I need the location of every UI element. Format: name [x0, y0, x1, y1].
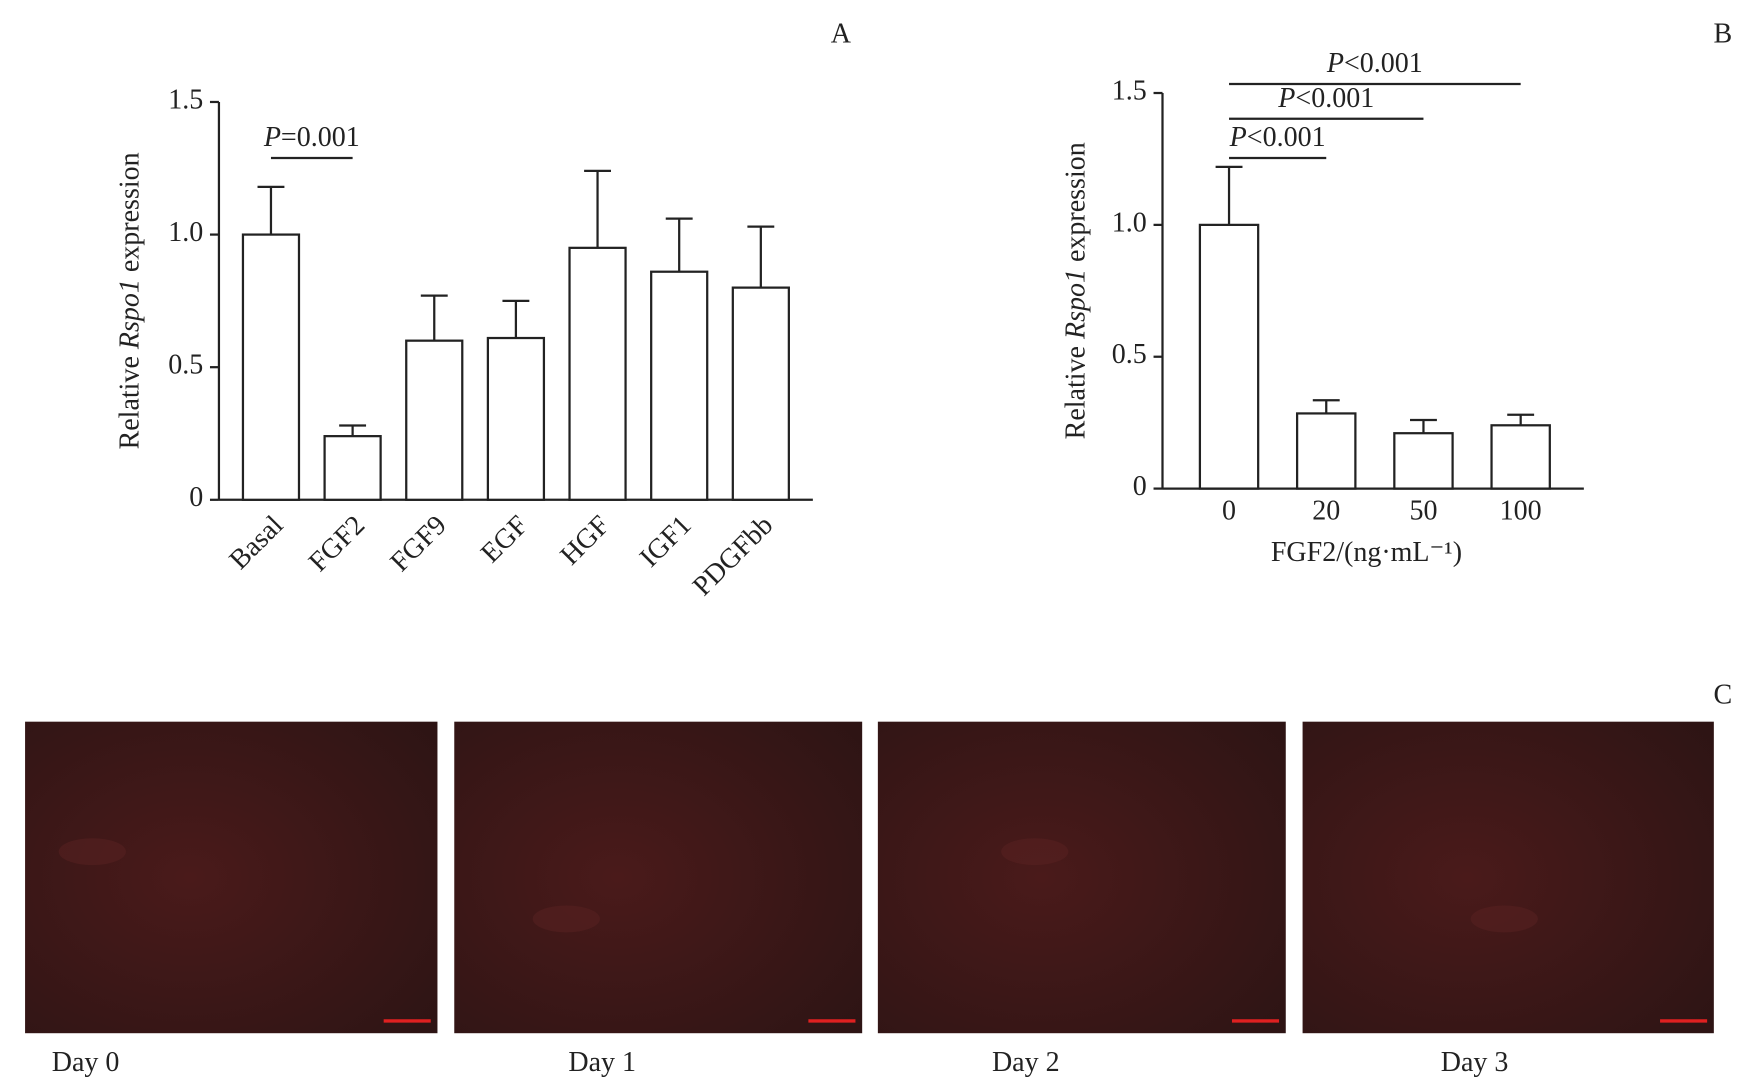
x-tick-label: 100 [1500, 496, 1542, 527]
bar [1198, 223, 1260, 490]
significance-label-part: =0.001 [281, 122, 360, 153]
x-tick-label: FGF9 [385, 510, 453, 578]
x-axis-title: FGF2/(ng·mL⁻¹) [1271, 537, 1462, 568]
y-tick-label: 0.5 [168, 350, 203, 381]
cell-glow [1001, 838, 1069, 866]
y-axis-title-part: Relative [115, 349, 146, 449]
x-tick-label: PDGFbb [687, 510, 779, 602]
significance-label-part: <0.001 [1344, 49, 1423, 80]
panel-label: B [1713, 18, 1732, 49]
y-tick-label: 0 [189, 482, 203, 513]
bar [650, 270, 709, 501]
y-axis-title-part: expression [115, 152, 146, 279]
y-tick-label: 1.0 [168, 217, 203, 248]
y-axis-title-part: Rspo1 [115, 279, 146, 350]
cell-glow [58, 838, 126, 866]
significance-label-part: <0.001 [1295, 83, 1374, 114]
panel-label: C [1713, 679, 1732, 710]
bar [1295, 412, 1357, 490]
y-tick-label: 0.5 [1112, 339, 1147, 370]
x-tick-label: 0 [1222, 496, 1236, 527]
significance-label: P<0.001 [1277, 83, 1374, 114]
micrograph [454, 721, 863, 1034]
bar [568, 246, 627, 501]
y-tick-label: 0 [1133, 471, 1147, 502]
significance-label-part: P [1326, 49, 1344, 80]
bar [405, 339, 464, 501]
bar [486, 336, 546, 501]
y-axis-title: Relative Rspo1 expression [115, 152, 146, 449]
bar [731, 286, 790, 501]
image-caption: Day 1 [568, 1047, 636, 1078]
x-tick-label: 50 [1409, 496, 1437, 527]
y-axis-title-part: expression [1061, 142, 1092, 269]
significance-label-part: P [1229, 122, 1247, 153]
y-axis-title-part: Relative [1061, 339, 1092, 439]
micrograph [25, 721, 438, 1034]
significance-label: P<0.001 [1326, 49, 1423, 80]
image-caption: Day 3 [1441, 1047, 1509, 1078]
x-tick-label: IGF1 [634, 510, 698, 574]
bar [323, 435, 382, 501]
x-tick-label: EGF [475, 510, 534, 569]
bar [1393, 432, 1454, 490]
image-caption: Day 2 [992, 1047, 1060, 1078]
bar [241, 233, 301, 501]
micrograph [1302, 721, 1714, 1034]
bar [1490, 424, 1551, 490]
x-tick-label: Basal [224, 510, 290, 576]
significance-label-part: P [1277, 83, 1295, 114]
y-axis-title: Relative Rspo1 expression [1061, 142, 1092, 439]
significance-label: P=0.001 [263, 122, 360, 153]
x-tick-label: HGF [554, 510, 616, 572]
y-tick-label: 1.5 [168, 84, 203, 115]
image-caption: Day 0 [52, 1047, 120, 1078]
x-tick-label: 20 [1312, 496, 1340, 527]
cell-glow [532, 905, 600, 933]
significance-label-part: <0.001 [1247, 122, 1326, 153]
significance-label-part: P [263, 122, 281, 153]
micrograph [877, 721, 1286, 1034]
y-tick-label: 1.0 [1112, 207, 1147, 238]
y-tick-label: 1.5 [1112, 75, 1147, 106]
y-axis-title-part: Rspo1 [1061, 269, 1092, 340]
significance-label: P<0.001 [1229, 122, 1326, 153]
cell-glow [1470, 905, 1538, 933]
panel-label: A [831, 18, 852, 49]
x-tick-label: FGF2 [303, 510, 371, 578]
